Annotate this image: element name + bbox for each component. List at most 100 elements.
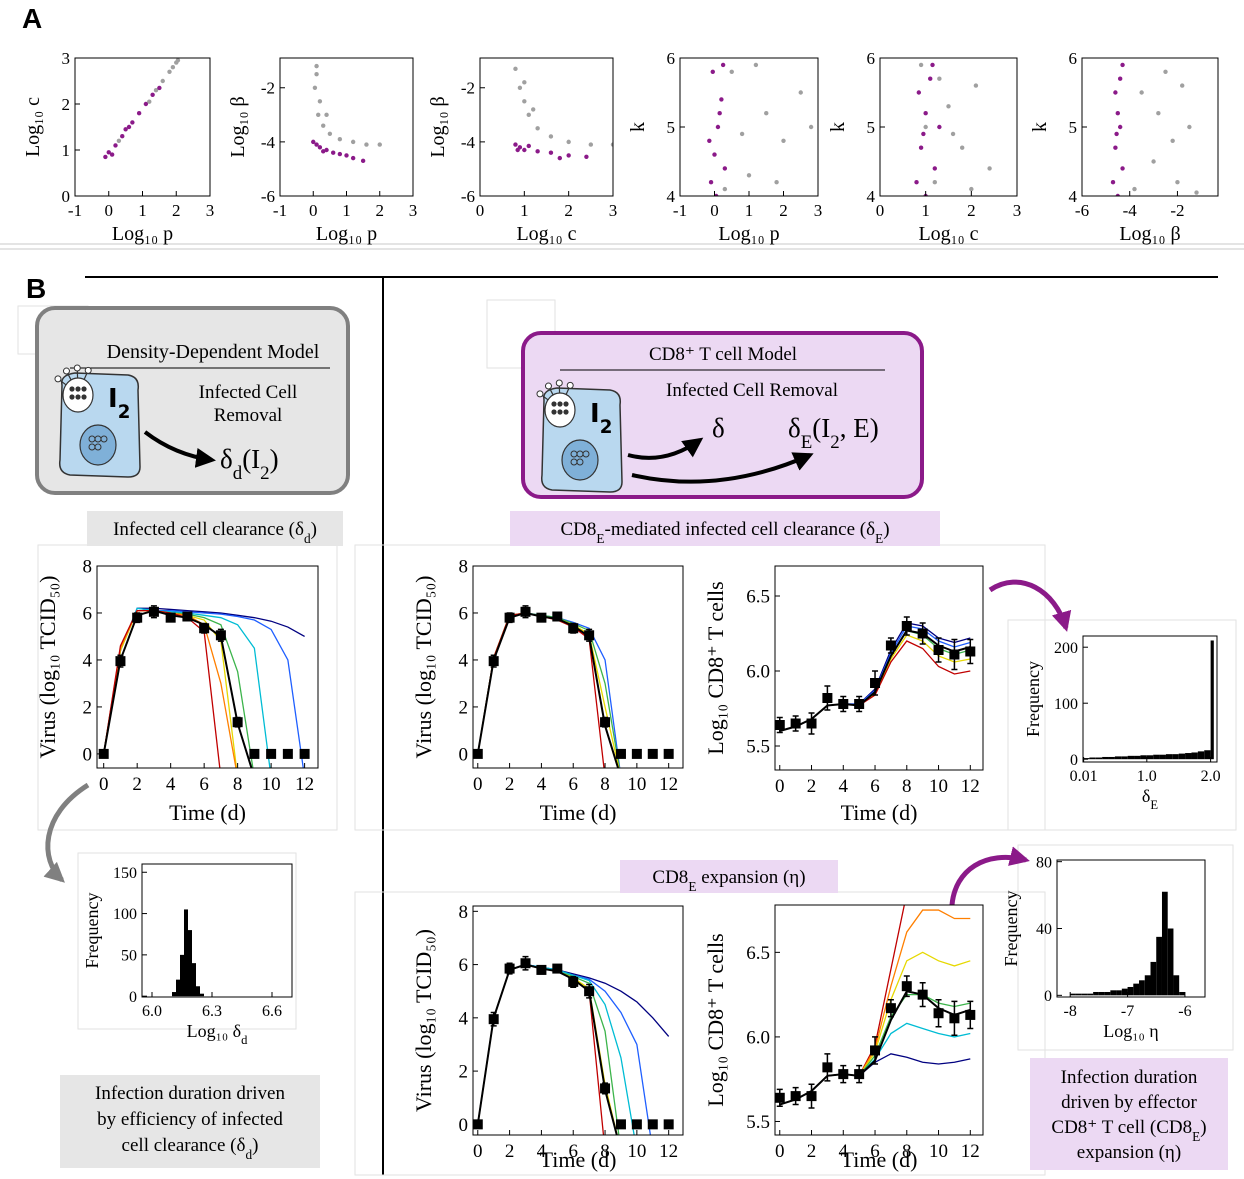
chromatin [576, 458, 584, 466]
arrow [627, 437, 704, 460]
point [1113, 90, 1118, 95]
data-point [249, 748, 260, 759]
plot-area [707, 62, 814, 196]
point [1113, 145, 1118, 150]
bar [172, 992, 176, 997]
x-tick-label: -8 [1064, 1003, 1077, 1020]
point [153, 88, 159, 93]
bar [192, 963, 196, 997]
chart: -6 -4 -2 4 5 6 Log₁₀ β k [1029, 49, 1219, 245]
text-part: by efficiency of infected [97, 1109, 283, 1130]
point [739, 131, 745, 137]
point [515, 147, 520, 153]
y-tick-label: 5 [1069, 118, 1078, 137]
y-axis-label: Frequency [1023, 661, 1043, 737]
caption: CD8⁺ T cell (CD8E) [1051, 1117, 1206, 1144]
panel-frame [1007, 619, 1237, 831]
receptor-head [54, 375, 62, 383]
point [808, 124, 814, 130]
bar [1070, 993, 1076, 996]
x-tick-label: 8 [902, 776, 912, 797]
y-tick-label: 0 [1070, 752, 1078, 769]
text-part: CD8 [560, 519, 596, 540]
y-tick-label: 150 [113, 865, 137, 882]
point [1132, 186, 1137, 192]
x-tick-label: 0 [105, 201, 114, 220]
point [1139, 90, 1144, 95]
bar [1098, 991, 1105, 996]
text-part: (I [812, 413, 830, 443]
chart: 0 1 2 3 4 5 6 Log₁₀ c k [827, 49, 1021, 245]
y-tick-label: 6 [867, 49, 876, 68]
chromatin [582, 450, 590, 458]
point [312, 85, 318, 90]
bar [1104, 991, 1111, 996]
point [916, 90, 922, 95]
x-tick-label: 6.6 [262, 1003, 282, 1020]
point [722, 186, 728, 192]
removal-label: Removal [214, 405, 283, 426]
x-tick-label: 0 [876, 201, 885, 220]
y-tick-label: 6.0 [746, 662, 770, 683]
plot-area [914, 62, 992, 196]
x-tick-label: 12 [659, 1141, 678, 1162]
data-point [949, 649, 960, 660]
x-tick-label: 8 [600, 1141, 610, 1162]
receptor-head [555, 379, 563, 387]
bar [1075, 993, 1082, 996]
plot-area [1110, 62, 1199, 196]
data-point [838, 699, 849, 709]
y-tick-label: 0 [459, 1115, 469, 1136]
y-tick-label: 6 [459, 955, 469, 976]
virion [551, 401, 557, 407]
data-point [885, 640, 896, 651]
data-point [647, 748, 658, 759]
bar [1102, 756, 1109, 760]
data-point [663, 748, 674, 759]
point [914, 180, 919, 185]
x-axis-label: Log₁₀ p [112, 223, 173, 245]
x-tick-label: 3 [609, 201, 618, 220]
data-point [488, 656, 499, 667]
point [719, 97, 724, 102]
plot-area [513, 66, 613, 161]
x-axis-label: δE [1142, 786, 1158, 812]
point [522, 99, 527, 104]
y-tick-label: 50 [121, 947, 137, 964]
y-tick-label: 200 [1054, 640, 1078, 657]
point [588, 142, 594, 147]
x-tick-label: 12 [295, 774, 314, 795]
nucleus [79, 424, 117, 466]
subscript: E [875, 531, 883, 546]
point [317, 99, 323, 104]
data-point [854, 699, 865, 709]
point [746, 173, 752, 178]
data-point [790, 1091, 801, 1102]
y-tick-label: 5 [667, 118, 676, 137]
point [350, 155, 356, 161]
chromatin [94, 443, 102, 451]
data-point [266, 748, 277, 759]
caption: driven by effector [1061, 1092, 1197, 1113]
caption: Infection duration [1061, 1067, 1198, 1088]
x-axis-label: Time (d) [540, 1147, 617, 1172]
point [535, 149, 540, 154]
text-part: δ [712, 413, 725, 443]
x-tick-label: 4 [537, 1141, 547, 1162]
point [932, 180, 937, 185]
subscript: E [688, 879, 696, 894]
x-tick-label: 8 [902, 1141, 912, 1162]
point [918, 145, 924, 150]
plot-area [172, 909, 204, 997]
data-point [965, 646, 976, 657]
data-point [949, 1013, 960, 1024]
bar [1179, 991, 1185, 996]
data-point [148, 606, 159, 617]
data-point [600, 717, 611, 728]
y-tick-label: 8 [459, 557, 469, 578]
point [566, 139, 571, 145]
y-axis-label: Virus (log₁₀ TCID₅₀) [411, 576, 436, 759]
chart: 0 1 2 3 -6 -4 -2 Log₁₀ c Log₁₀ β [427, 57, 618, 245]
y-tick-label: 4 [867, 187, 876, 206]
